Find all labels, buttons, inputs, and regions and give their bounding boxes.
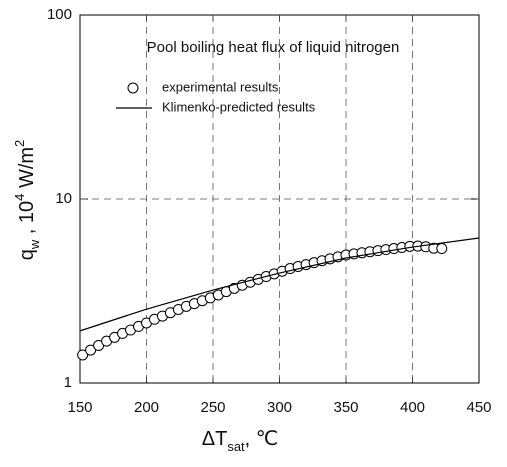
x-tick-label: 200 <box>134 399 159 416</box>
x-tick-label: 250 <box>200 399 225 416</box>
y-axis-label-part: , 10 <box>16 201 38 240</box>
legend-label: Klimenko-predicted results <box>162 99 316 114</box>
data-point <box>436 243 448 255</box>
x-tick-label: 350 <box>333 399 358 416</box>
data-point <box>77 349 89 361</box>
x-tick-label: 300 <box>267 399 292 416</box>
x-tick-label: 400 <box>400 399 425 416</box>
legend-marker <box>127 82 139 94</box>
legend-label: experimental results <box>162 79 279 94</box>
y-axis-label-part: W/m <box>16 147 38 194</box>
y-tick-label: 1 <box>64 374 72 391</box>
data-point <box>85 344 97 356</box>
y-axis-label: qw , 104 W/m2 <box>12 140 42 261</box>
x-axis-label-part: sat <box>227 439 245 454</box>
x-axis-label: ΔTsat, ℃ <box>202 428 279 454</box>
y-axis-label-part: w <box>27 239 42 250</box>
y-axis-label-part: q <box>16 249 38 260</box>
y-tick-label: 100 <box>47 6 72 23</box>
x-tick-label: 150 <box>67 399 92 416</box>
y-axis-label-part: 4 <box>12 194 27 201</box>
y-axis-label-part: 2 <box>12 140 27 147</box>
chart-title: Pool boiling heat flux of liquid nitroge… <box>147 39 400 56</box>
x-axis-label-part: , ℃ <box>245 428 279 450</box>
y-tick-label: 10 <box>55 190 72 207</box>
data-line <box>79 237 480 332</box>
x-tick-label: 450 <box>466 399 491 416</box>
x-axis-label-part: ΔT <box>202 428 228 450</box>
